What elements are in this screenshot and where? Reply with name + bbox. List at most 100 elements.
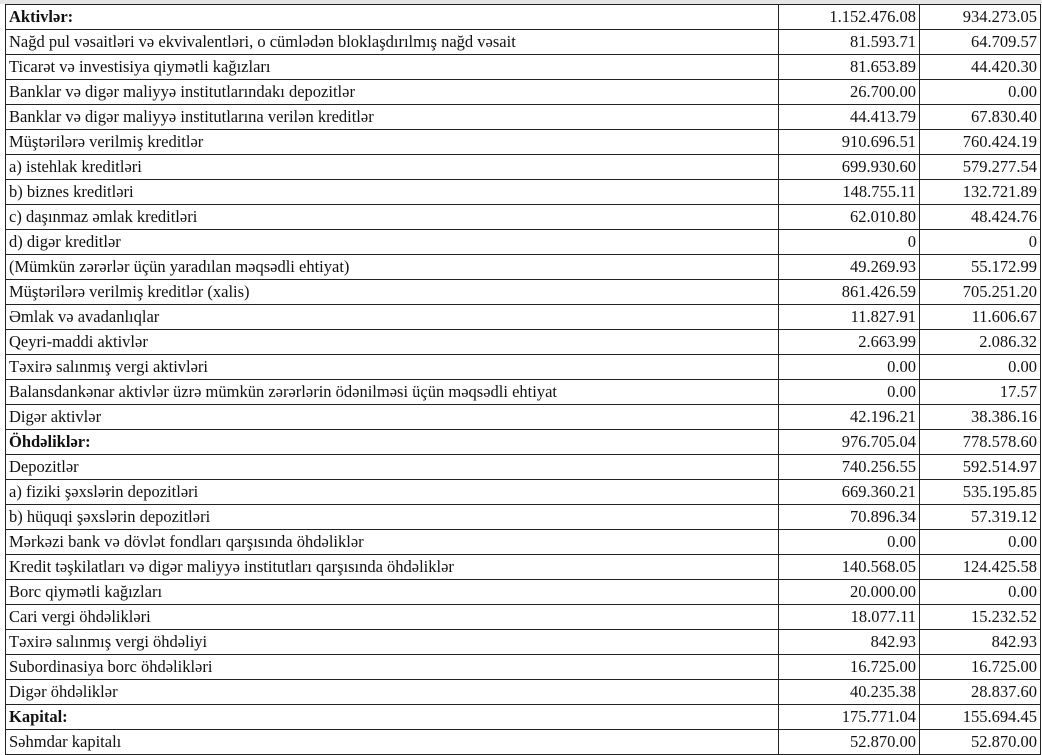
table-row: Ticarət və investisiya qiymətli kağızlar… bbox=[5, 54, 1041, 80]
value-previous: 52.870.00 bbox=[919, 729, 1041, 755]
value-current: 842.93 bbox=[778, 629, 920, 655]
table-row: (Mümkün zərərlər üçün yaradılan məqsədli… bbox=[5, 254, 1041, 280]
row-label: b) hüquqi şəxslərin depozitləri bbox=[5, 504, 779, 530]
value-previous: 579.277.54 bbox=[919, 154, 1041, 180]
value-current: 669.360.21 bbox=[778, 479, 920, 505]
row-label: Ticarət və investisiya qiymətli kağızlar… bbox=[5, 54, 779, 80]
table-row: Qeyri-maddi aktivlər 2.663.99 2.086.32 bbox=[5, 329, 1041, 355]
table-row: Digər aktivlər 42.196.21 38.386.16 bbox=[5, 404, 1041, 430]
row-label: Səhmdar kapitalı bbox=[5, 729, 779, 755]
value-current: 910.696.51 bbox=[778, 129, 920, 155]
row-label: Əmlak və avadanlıqlar bbox=[5, 304, 779, 330]
value-current: 49.269.93 bbox=[778, 254, 920, 280]
row-label: Mərkəzi bank və dövlət fondları qarşısın… bbox=[5, 529, 779, 555]
value-previous: 0 bbox=[919, 229, 1041, 255]
value-previous: 16.725.00 bbox=[919, 654, 1041, 680]
row-label: Borc qiymətli kağızları bbox=[5, 579, 779, 605]
value-current: 44.413.79 bbox=[778, 104, 920, 130]
value-current: 861.426.59 bbox=[778, 279, 920, 305]
row-label: Kapital: bbox=[5, 704, 779, 730]
value-current: 40.235.38 bbox=[778, 679, 920, 705]
value-current: 2.663.99 bbox=[778, 329, 920, 355]
row-label: Depozitlər bbox=[5, 454, 779, 480]
row-label: d) digər kreditlər bbox=[5, 229, 779, 255]
value-previous: 0.00 bbox=[919, 354, 1041, 380]
value-previous: 155.694.45 bbox=[919, 704, 1041, 730]
value-current: 175.771.04 bbox=[778, 704, 920, 730]
value-previous: 0.00 bbox=[919, 579, 1041, 605]
value-previous: 55.172.99 bbox=[919, 254, 1041, 280]
value-current: 0 bbox=[778, 229, 920, 255]
row-label: Balansdankənar aktivlər üzrə mümkün zərə… bbox=[5, 379, 779, 405]
value-current: 81.593.71 bbox=[778, 29, 920, 55]
table-row: Kredit təşkilatları və digər maliyyə ins… bbox=[5, 554, 1041, 580]
table-row: Səhmdar kapitalı 52.870.00 52.870.00 bbox=[5, 729, 1041, 755]
value-previous: 38.386.16 bbox=[919, 404, 1041, 430]
row-label: Müştərilərə verilmiş kreditlər bbox=[5, 129, 779, 155]
table-row: Mərkəzi bank və dövlət fondları qarşısın… bbox=[5, 529, 1041, 555]
table-row: d) digər kreditlər 0 0 bbox=[5, 229, 1041, 255]
table-row: Digər öhdəliklər 40.235.38 28.837.60 bbox=[5, 679, 1041, 705]
row-label: (Mümkün zərərlər üçün yaradılan məqsədli… bbox=[5, 254, 779, 280]
value-previous: 705.251.20 bbox=[919, 279, 1041, 305]
table-row: Banklar və digər maliyyə institutlarına … bbox=[5, 104, 1041, 130]
value-previous: 64.709.57 bbox=[919, 29, 1041, 55]
value-current: 140.568.05 bbox=[778, 554, 920, 580]
value-previous: 778.578.60 bbox=[919, 429, 1041, 455]
table-row: Balansdankənar aktivlər üzrə mümkün zərə… bbox=[5, 379, 1041, 405]
value-previous: 0.00 bbox=[919, 529, 1041, 555]
value-current: 976.705.04 bbox=[778, 429, 920, 455]
row-label: Təxirə salınmış vergi öhdəliyi bbox=[5, 629, 779, 655]
row-label: Müştərilərə verilmiş kreditlər (xalis) bbox=[5, 279, 779, 305]
table-row: Nağd pul vəsaitləri və ekvivalentləri, o… bbox=[5, 29, 1041, 55]
value-previous: 57.319.12 bbox=[919, 504, 1041, 530]
row-label: a) istehlak kreditləri bbox=[5, 154, 779, 180]
table-row: Subordinasiya borc öhdəlikləri 16.725.00 1… bbox=[5, 654, 1041, 680]
value-previous: 44.420.30 bbox=[919, 54, 1041, 80]
table-row: c) daşınmaz əmlak kreditləri 62.010.80 48.… bbox=[5, 204, 1041, 230]
row-label: Öhdəliklər: bbox=[5, 429, 779, 455]
table-row: Əmlak və avadanlıqlar 11.827.91 11.606.67 bbox=[5, 304, 1041, 330]
value-previous: 28.837.60 bbox=[919, 679, 1041, 705]
value-previous: 0.00 bbox=[919, 79, 1041, 105]
value-previous: 17.57 bbox=[919, 379, 1041, 405]
table-row: Kapital: 175.771.04 155.694.45 bbox=[5, 704, 1041, 730]
value-previous: 535.195.85 bbox=[919, 479, 1041, 505]
table-row: a) fiziki şəxslərin depozitləri 669.360.2… bbox=[5, 479, 1041, 505]
row-label: Qeyri-maddi aktivlər bbox=[5, 329, 779, 355]
value-current: 70.896.34 bbox=[778, 504, 920, 530]
value-current: 0.00 bbox=[778, 379, 920, 405]
value-previous: 2.086.32 bbox=[919, 329, 1041, 355]
value-current: 81.653.89 bbox=[778, 54, 920, 80]
table-body: Aktivlər: 1.152.476.08 934.273.05 Nağd pul … bbox=[5, 4, 1041, 755]
row-label: Aktivlər: bbox=[5, 4, 779, 30]
balance-sheet-table: Aktivlər: 1.152.476.08 934.273.05 Nağd pul … bbox=[5, 4, 1041, 755]
value-current: 18.077.11 bbox=[778, 604, 920, 630]
table-row: Təxirə salınmış vergi aktivləri 0.00 0.00 bbox=[5, 354, 1041, 380]
value-previous: 15.232.52 bbox=[919, 604, 1041, 630]
value-current: 62.010.80 bbox=[778, 204, 920, 230]
row-label: a) fiziki şəxslərin depozitləri bbox=[5, 479, 779, 505]
value-previous: 760.424.19 bbox=[919, 129, 1041, 155]
value-previous: 48.424.76 bbox=[919, 204, 1041, 230]
table-row: Depozitlər 740.256.55 592.514.97 bbox=[5, 454, 1041, 480]
row-label: c) daşınmaz əmlak kreditləri bbox=[5, 204, 779, 230]
value-current: 0.00 bbox=[778, 529, 920, 555]
table-row: Cari vergi öhdəlikləri 18.077.11 15.232.52 bbox=[5, 604, 1041, 630]
value-current: 26.700.00 bbox=[778, 79, 920, 105]
table-row: Müştərilərə verilmiş kreditlər 910.696.51… bbox=[5, 129, 1041, 155]
table-row: Aktivlər: 1.152.476.08 934.273.05 bbox=[5, 4, 1041, 30]
value-previous: 934.273.05 bbox=[919, 4, 1041, 30]
row-label: Subordinasiya borc öhdəlikləri bbox=[5, 654, 779, 680]
row-label: Digər öhdəliklər bbox=[5, 679, 779, 705]
row-label: Nağd pul vəsaitləri və ekvivalentləri, o… bbox=[5, 29, 779, 55]
table-row: a) istehlak kreditləri 699.930.60 579.277.… bbox=[5, 154, 1041, 180]
value-previous: 132.721.89 bbox=[919, 179, 1041, 205]
row-label: Kredit təşkilatları və digər maliyyə ins… bbox=[5, 554, 779, 580]
value-current: 11.827.91 bbox=[778, 304, 920, 330]
value-previous: 842.93 bbox=[919, 629, 1041, 655]
row-label: Banklar və digər maliyyə institutlarında… bbox=[5, 79, 779, 105]
value-current: 740.256.55 bbox=[778, 454, 920, 480]
row-label: Cari vergi öhdəlikləri bbox=[5, 604, 779, 630]
value-previous: 67.830.40 bbox=[919, 104, 1041, 130]
